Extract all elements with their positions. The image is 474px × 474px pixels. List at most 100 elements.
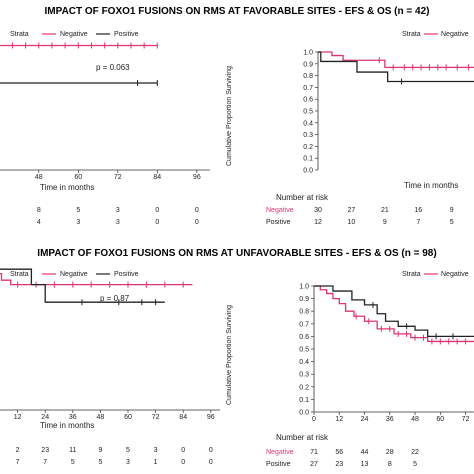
y-ticks: 0.0 0.1 0.2 0.3 0.4 0.5 0.6 0.7 0.8 0.9 1.0 <box>303 50 318 175</box>
x-tick-label: 84 <box>179 414 187 421</box>
y-tick-label: 0.3 <box>299 372 309 379</box>
risk-count: 5 <box>98 459 102 466</box>
panel-os-favorable: Strata Negative Cumulative Proportion Su… <box>226 31 474 226</box>
risk-count: 1 <box>154 459 158 466</box>
x-tick-label: 24 <box>361 416 369 423</box>
risk-count: 27 <box>310 461 318 468</box>
x-tick-label: 48 <box>35 174 43 181</box>
legend-negative-label: Negative <box>441 271 469 278</box>
p-value: p = 0.063 <box>96 63 130 72</box>
risk-count: 8 <box>388 461 392 468</box>
risk-count: 0 <box>195 219 199 226</box>
x-ticks: 48 60 72 84 96 <box>35 170 201 181</box>
legend-title: Strata <box>10 271 29 278</box>
risk-count: 0 <box>155 219 159 226</box>
risk-count: 71 <box>310 449 318 456</box>
risk-table: Negative 30 27 21 16 9 Positive 12 10 9 7 5 <box>266 207 454 226</box>
risk-count: 13 <box>361 461 369 468</box>
x-tick-label: 48 <box>97 414 105 421</box>
y-tick-label: 0.9 <box>303 61 313 68</box>
y-tick-label: 0.0 <box>303 168 313 175</box>
x-ticks: 0 12 24 36 48 60 72 <box>312 412 470 423</box>
risk-count: 9 <box>98 447 102 454</box>
risk-count: 28 <box>386 449 394 456</box>
x-axis-label: Time in months <box>40 183 94 192</box>
risk-table: 2 23 11 9 5 3 0 0 7 7 5 5 3 1 0 0 <box>16 447 213 466</box>
risk-count: 16 <box>414 207 422 214</box>
risk-count: 27 <box>348 207 356 214</box>
legend-negative-label: Negative <box>60 271 88 278</box>
legend-title: Strata <box>10 31 29 38</box>
risk-count: 5 <box>126 447 130 454</box>
x-tick-label: 72 <box>462 416 470 423</box>
risk-table: Negative 71 56 44 28 22 Positive 27 23 13 8 5 <box>266 449 419 468</box>
y-tick-label: 0.2 <box>299 384 309 391</box>
y-tick-label: 0.1 <box>299 397 309 404</box>
y-tick-label: 0.1 <box>303 156 313 163</box>
x-tick-label: 48 <box>411 416 419 423</box>
risk-count: 3 <box>76 219 80 226</box>
y-axis-label: Cumulative Proportion Surviving <box>226 305 233 405</box>
risk-row-label: Positive <box>266 461 291 468</box>
risk-count: 7 <box>416 219 420 226</box>
panel-efs-unfavorable: Strata Negative Positive p = 0.87 12 24 36… <box>0 268 220 466</box>
y-tick-label: 0.4 <box>303 120 313 127</box>
panel-efs-favorable: Strata Negative Positive p = 0.063 48 60 7… <box>0 31 210 226</box>
risk-count: 0 <box>195 207 199 214</box>
series-line-positive <box>314 285 474 338</box>
risk-count: 30 <box>314 207 322 214</box>
x-tick-label: 60 <box>74 174 82 181</box>
y-tick-label: 0.7 <box>299 321 309 328</box>
p-value: p = 0.87 <box>100 294 130 303</box>
y-tick-label: 0.3 <box>303 132 313 139</box>
y-ticks: 0.0 0.1 0.2 0.3 0.4 0.5 0.6 0.7 0.8 0.9 1.0 <box>299 284 314 417</box>
section-title-favorable: IMPACT OF FOXO1 FUSIONS ON RMS AT FAVORA… <box>45 6 430 17</box>
risk-count: 23 <box>41 447 49 454</box>
legend-negative-label: Negative <box>60 31 88 38</box>
x-tick-label: 96 <box>193 174 201 181</box>
risk-count: 5 <box>413 461 417 468</box>
risk-count: 5 <box>450 219 454 226</box>
survival-curves <box>314 285 474 345</box>
x-tick-label: 12 <box>14 414 22 421</box>
y-tick-label: 0.6 <box>303 97 313 104</box>
x-tick-label: 60 <box>436 416 444 423</box>
survival-curves <box>318 51 474 85</box>
risk-header: Number at risk <box>276 433 329 442</box>
risk-count: 22 <box>411 449 419 456</box>
legend-positive-label: Positive <box>114 31 139 38</box>
y-axis-label: Cumulative Proportion Surviving <box>226 66 233 166</box>
y-tick-label: 0.8 <box>303 73 313 80</box>
x-tick-label: 72 <box>114 174 122 181</box>
risk-count: 21 <box>381 207 389 214</box>
risk-count: 0 <box>155 207 159 214</box>
x-axis-label: Time in months <box>40 421 94 430</box>
risk-count: 3 <box>126 459 130 466</box>
section-title-unfavorable: IMPACT OF FOXO1 FUSIONS ON RMS AT UNFAVO… <box>37 248 436 259</box>
x-ticks: 12 24 36 48 60 72 84 96 <box>14 410 215 421</box>
series-line-positive <box>0 268 165 303</box>
risk-count: 44 <box>361 449 369 456</box>
risk-count: 5 <box>76 207 80 214</box>
y-tick-label: 1.0 <box>299 284 309 291</box>
x-tick-label: 12 <box>335 416 343 423</box>
risk-count: 0 <box>209 459 213 466</box>
x-tick-label: 36 <box>386 416 394 423</box>
x-tick-label: 96 <box>207 414 215 421</box>
y-tick-label: 0.2 <box>303 144 313 151</box>
risk-count: 9 <box>383 219 387 226</box>
risk-count: 3 <box>116 219 120 226</box>
risk-count: 8 <box>37 207 41 214</box>
survival-curves <box>0 42 158 86</box>
risk-count: 3 <box>154 447 158 454</box>
y-tick-label: 0.8 <box>299 309 309 316</box>
legend-positive-label: Positive <box>114 271 139 278</box>
risk-count: 0 <box>181 447 185 454</box>
legend-title: Strata <box>402 271 421 278</box>
risk-count: 3 <box>116 207 120 214</box>
x-axis-label: Time in months <box>404 181 458 190</box>
risk-row-label: Negative <box>266 449 294 456</box>
legend-title: Strata <box>402 31 421 38</box>
y-tick-label: 0.5 <box>303 109 313 116</box>
series-line-negative <box>318 51 474 68</box>
